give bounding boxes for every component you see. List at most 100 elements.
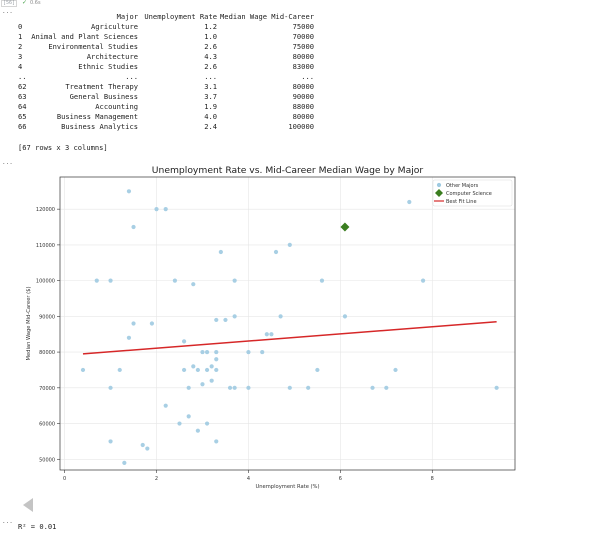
data-point (204, 349, 210, 355)
data-point (223, 317, 228, 323)
legend-box (432, 179, 513, 207)
data-point (108, 278, 113, 283)
row-index: 1 (18, 32, 23, 41)
data-point (315, 367, 320, 373)
legend-label: Computer Science (446, 191, 492, 197)
data-point (209, 364, 214, 369)
scatter-chart: Unemployment Rate vs. Mid-Career Median … (26, 165, 516, 490)
row-index: 0 (18, 22, 23, 31)
major-cell: Environmental Studies (48, 42, 138, 51)
data-point (80, 367, 86, 373)
unemployment-cell: 2.6 (204, 42, 217, 51)
x-tick-label: 2 (155, 476, 158, 482)
data-point (209, 378, 214, 383)
row-index: 66 (18, 122, 27, 131)
data-point (163, 207, 168, 212)
row-index: 4 (18, 62, 23, 71)
data-point (273, 249, 279, 255)
y-tick-label: 100000 (36, 279, 55, 285)
major-cell: Architecture (86, 52, 138, 61)
output-collapse-ellipsis[interactable]: ... (2, 8, 13, 15)
wage-cell: 80000 (292, 52, 314, 61)
table-row: ........... (0, 72, 330, 82)
row-index: .. (18, 72, 27, 81)
data-point (227, 385, 233, 390)
data-point (177, 421, 182, 426)
data-point (218, 249, 223, 255)
major-cell: ... (125, 72, 138, 81)
major-cell: Animal and Plant Sciences (31, 32, 138, 41)
wage-cell: 88000 (292, 102, 314, 111)
data-point (264, 332, 269, 337)
row-index: 65 (18, 112, 27, 121)
data-point (181, 339, 187, 344)
data-point (126, 335, 132, 340)
x-axis-label: Unemployment Rate (%) (255, 484, 319, 490)
table-row: 66 Business Analytics 2.4 100000 (0, 122, 330, 132)
data-point (195, 428, 200, 433)
unemployment-cell: 1.9 (204, 102, 217, 111)
data-point (117, 367, 122, 373)
wage-cell: 70000 (292, 32, 314, 41)
data-point (94, 278, 99, 283)
output-collapse-ellipsis[interactable]: ... (2, 159, 13, 166)
data-point (154, 207, 159, 212)
wage-cell: 80000 (292, 82, 314, 91)
table-row: 65 Business Management 4.0 80000 (0, 112, 330, 122)
data-point (163, 403, 168, 408)
wage-cell: 80000 (292, 112, 314, 121)
play-icon[interactable] (22, 498, 34, 512)
data-point (246, 349, 251, 355)
major-cell: General Business (69, 92, 138, 101)
data-point (149, 321, 155, 326)
wage-cell: ... (301, 72, 314, 81)
table-row: 63 General Business 3.7 90000 (0, 92, 330, 102)
data-point (260, 349, 265, 355)
execution-time: 0.6s (30, 0, 41, 6)
wage-cell: 90000 (292, 92, 314, 101)
data-point (204, 421, 210, 426)
data-point (287, 385, 292, 390)
highlight-point (340, 222, 350, 232)
legend-marker (436, 182, 442, 188)
table-row: 3 Architecture 4.3 80000 (0, 52, 330, 62)
legend-label: Other Majors (446, 183, 479, 189)
y-tick-label: 60000 (39, 422, 55, 428)
y-tick-label: 120000 (36, 207, 55, 213)
output-collapse-ellipsis[interactable]: ... (2, 518, 13, 525)
data-point (145, 446, 150, 451)
wage-cell: 83000 (292, 62, 314, 71)
major-cell: Agriculture (91, 22, 138, 31)
data-point (172, 278, 177, 283)
unemployment-cell: 2.4 (204, 122, 217, 131)
data-point (200, 349, 205, 355)
execution-count: [56] (1, 0, 18, 7)
data-point (269, 332, 274, 337)
row-index: 64 (18, 102, 27, 111)
data-point (407, 199, 412, 205)
x-tick-label: 4 (247, 476, 250, 482)
wage-cell: 75000 (292, 22, 314, 31)
data-point (195, 367, 200, 373)
unemployment-cell: 3.1 (204, 82, 217, 91)
unemployment-cell: 3.7 (204, 92, 217, 101)
table-row: 2 Environmental Studies 2.6 75000 (0, 42, 330, 52)
major-cell: Business Management (56, 112, 138, 121)
data-point (191, 364, 196, 369)
data-point (342, 314, 348, 319)
data-point (306, 385, 311, 390)
dataframe-caption: [67 rows x 3 columns] (18, 143, 108, 152)
y-tick-label: 90000 (39, 314, 55, 320)
row-index: 3 (18, 52, 23, 61)
y-tick-label: 110000 (36, 243, 55, 249)
legend-marker (435, 189, 443, 197)
row-index: 2 (18, 42, 23, 51)
row-index: 63 (18, 92, 27, 101)
unemployment-cell: 2.6 (204, 62, 217, 71)
table-row: 1 Animal and Plant Sciences 1.0 70000 (0, 32, 330, 42)
table-row: 64 Accounting 1.9 88000 (0, 102, 330, 112)
row-index: 62 (18, 82, 27, 91)
y-tick-label: 50000 (39, 457, 55, 463)
table-row: 0 Agriculture 1.2 75000 (0, 22, 330, 32)
check-icon: ✓ (22, 0, 28, 6)
